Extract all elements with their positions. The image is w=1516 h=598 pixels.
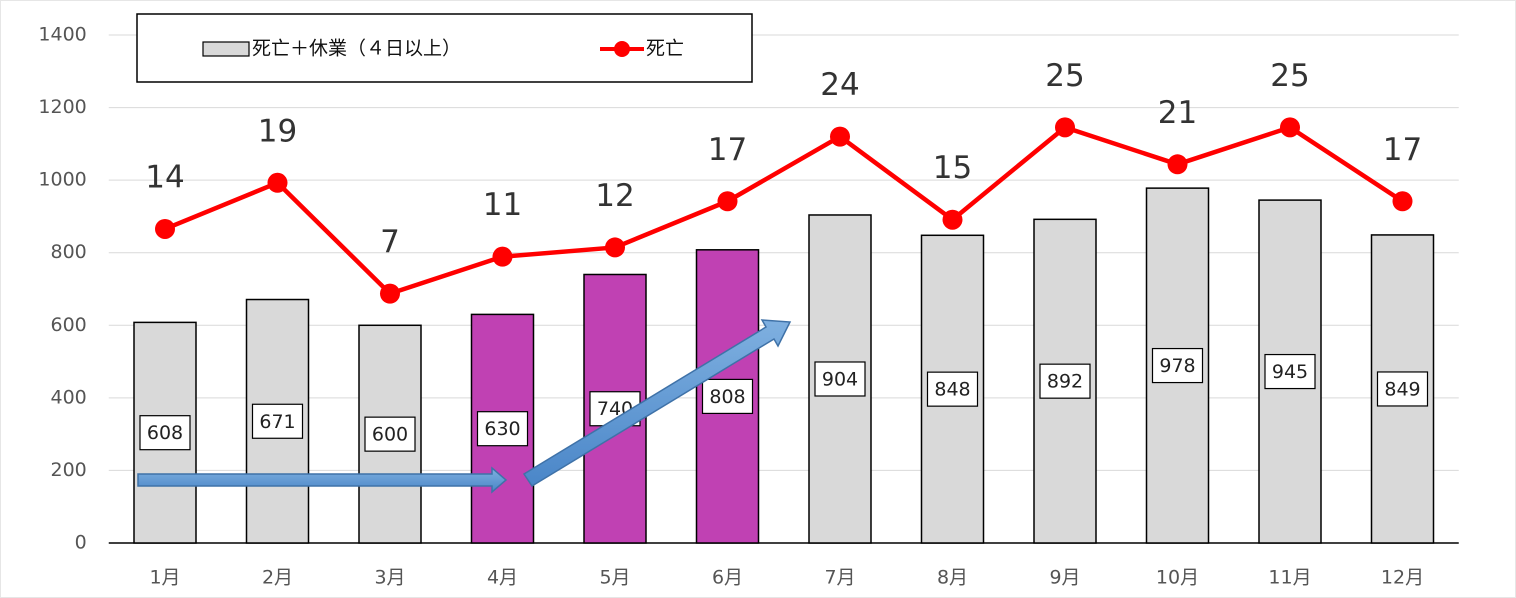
data-label: 24 [820, 67, 859, 103]
y-tick-label: 600 [50, 314, 86, 336]
marker [155, 218, 175, 239]
data-label: 630 [484, 418, 520, 440]
data-label: 608 [147, 422, 183, 444]
y-tick-label: 200 [50, 459, 86, 481]
data-label-box [926, 371, 979, 407]
x-tick-label: 6月 [712, 567, 743, 589]
data-label-box [1264, 353, 1316, 390]
marker [830, 126, 850, 147]
data-label: 808 [709, 386, 745, 408]
data-label-box [1151, 347, 1204, 384]
x-tick-label: 2月 [262, 567, 293, 589]
data-label: 17 [708, 132, 747, 168]
data-label: 17 [1383, 132, 1422, 168]
legend-swatch [202, 41, 250, 57]
marker [1280, 117, 1300, 138]
data-label: 600 [372, 424, 408, 446]
y-tick-label: 400 [50, 386, 86, 408]
legend: 死亡＋休業（４日以上） 死亡 [136, 13, 753, 83]
y-tick-label: 800 [50, 241, 86, 263]
data-label: 904 [822, 368, 858, 390]
x-tick-label: 8月 [937, 567, 968, 589]
data-label: 15 [933, 150, 972, 186]
data-label-box [364, 416, 416, 452]
data-label-box [814, 361, 866, 397]
x-tick-label: 10月 [1156, 567, 1199, 589]
marker [605, 237, 625, 258]
x-tick-label: 3月 [374, 567, 405, 589]
marker [267, 172, 288, 193]
data-label: 25 [1270, 58, 1309, 94]
data-label: 21 [1158, 95, 1197, 131]
arrows [137, 319, 792, 494]
marker [380, 283, 400, 304]
data-label: 14 [145, 159, 184, 195]
marker [1392, 191, 1413, 212]
line [164, 125, 1404, 296]
arrow [137, 466, 508, 494]
x-tick-label: 11月 [1268, 567, 1311, 589]
data-label: 892 [1047, 371, 1083, 393]
x-tick-label: 7月 [824, 567, 855, 589]
marker [717, 191, 738, 212]
line-layer: 14 19 7 11 12 17 24 15 25 21 25 17 [145, 58, 1422, 304]
legend-label: 死亡 [646, 38, 684, 60]
arrow [522, 319, 792, 488]
data-label-box [139, 415, 191, 451]
data-label: 12 [595, 178, 634, 214]
x-tick-label: 9月 [1049, 567, 1080, 589]
y-tick-label: 1200 [38, 96, 86, 118]
marker [942, 209, 963, 230]
data-label: 849 [1384, 378, 1420, 400]
grid: 0 200 400 600 800 1000 1200 1400 1月 2月 3月 4月 5月 6月 7月 8… [38, 24, 1459, 589]
marker [1167, 154, 1188, 175]
marker [492, 246, 513, 267]
data-label-box [476, 411, 529, 447]
x-tick-label: 5月 [599, 567, 630, 589]
legend-label: 死亡＋休業（４日以上） [252, 38, 461, 60]
data-label-box [251, 403, 304, 439]
y-tick-label: 0 [75, 532, 87, 554]
data-label: 11 [483, 187, 522, 223]
data-label-box [1039, 363, 1091, 399]
data-label: 945 [1272, 361, 1308, 383]
y-tick-label: 1400 [38, 24, 86, 46]
marker [1055, 117, 1075, 138]
legend-swatch [614, 41, 630, 57]
data-label-box [701, 378, 754, 415]
data-label-box [1376, 371, 1429, 407]
x-tick-label: 1月 [149, 567, 180, 589]
x-tick-label: 4月 [487, 567, 518, 589]
x-tick-label: 12月 [1381, 567, 1424, 589]
data-label: 7 [380, 224, 400, 260]
data-label: 25 [1045, 58, 1084, 94]
y-tick-label: 1000 [38, 169, 86, 191]
data-label: 671 [259, 411, 295, 433]
data-label: 848 [934, 379, 970, 401]
data-label: 19 [258, 113, 297, 149]
data-label: 978 [1159, 355, 1195, 377]
